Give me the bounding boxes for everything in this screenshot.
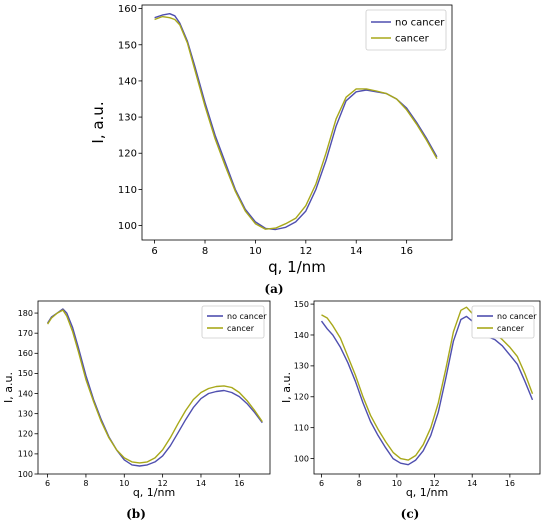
x-axis-label: q, 1/nm	[406, 486, 448, 499]
y-tick-label: 160	[18, 349, 33, 358]
legend-box	[471, 305, 535, 339]
legend-label: no cancer	[497, 312, 537, 321]
y-tick-label: 130	[18, 409, 33, 418]
y-tick-label: 110	[294, 423, 309, 432]
y-tick-label: 130	[294, 362, 309, 371]
y-tick-label: 130	[118, 113, 137, 124]
x-tick-label: 6	[151, 246, 157, 257]
legend-box	[365, 9, 447, 51]
x-tick-label: 16	[234, 479, 244, 488]
y-tick-label: 120	[118, 149, 137, 160]
y-axis-label: I, a.u.	[89, 101, 107, 143]
x-tick-label: 8	[83, 479, 88, 488]
caption-b: (b)	[126, 507, 146, 521]
y-tick-label: 160	[118, 4, 137, 15]
x-axis-label: q, 1/nm	[133, 486, 175, 499]
x-tick-label: 8	[357, 479, 362, 488]
y-tick-label: 100	[118, 221, 137, 232]
y-tick-label: 180	[18, 309, 33, 318]
y-tick-label: 120	[294, 393, 309, 402]
legend-box	[201, 305, 265, 339]
series-line-cancer	[154, 15, 438, 230]
x-tick-label: 14	[350, 246, 363, 257]
x-tick-label: 10	[119, 479, 129, 488]
x-tick-label: 12	[429, 479, 439, 488]
series-line-cancer	[47, 309, 263, 464]
x-tick-label: 16	[400, 246, 413, 257]
x-tick-label: 14	[467, 479, 477, 488]
y-axis-label: I, a.u.	[2, 372, 15, 403]
legend-label: cancer	[497, 324, 525, 333]
y-tick-label: 150	[118, 40, 137, 51]
y-tick-label: 120	[18, 430, 33, 439]
legend-label: no cancer	[227, 312, 267, 321]
y-axis-label: I, a.u.	[280, 372, 293, 403]
chart-panel-c: 6 8 10 12 14 16 100 110 120 130 140 150 q, 1/nm I, a.…	[280, 300, 541, 499]
y-tick-label: 150	[294, 300, 309, 309]
caption-c: (c)	[401, 507, 420, 521]
series-line-no-cancer	[47, 308, 263, 467]
y-tick-label: 140	[18, 389, 33, 398]
y-tick-label: 140	[118, 76, 137, 87]
x-tick-label: 12	[158, 479, 168, 488]
y-tick-label: 100	[18, 470, 33, 479]
series-line-no-cancer	[320, 315, 534, 466]
x-tick-label: 8	[202, 246, 208, 257]
y-tick-label: 100	[294, 454, 309, 463]
y-tick-label: 150	[18, 369, 33, 378]
x-tick-label: 12	[299, 246, 312, 257]
chart-panel-b: 6 8 10 12 14 16 100 110 120 130 140 150 160 170 180 q, …	[2, 300, 271, 499]
x-tick-label: 6	[45, 479, 50, 488]
legend-label: no cancer	[395, 18, 445, 29]
y-tick-label: 110	[118, 185, 137, 196]
x-tick-label: 10	[392, 479, 402, 488]
x-tick-label: 10	[249, 246, 262, 257]
x-tick-label: 6	[319, 479, 324, 488]
y-tick-label: 110	[18, 450, 33, 459]
x-tick-label: 16	[505, 479, 515, 488]
x-axis-label: q, 1/nm	[268, 258, 326, 276]
y-tick-label: 170	[18, 329, 33, 338]
chart-panel-a: 6 8 10 12 14 16 100 110 120 130 140 150 160 q, 1/nm I,…	[89, 4, 453, 276]
legend-label: cancer	[227, 324, 255, 333]
caption-a: (a)	[264, 282, 283, 296]
x-tick-label: 14	[196, 479, 206, 488]
y-tick-label: 140	[294, 331, 309, 340]
legend-label: cancer	[395, 34, 430, 45]
